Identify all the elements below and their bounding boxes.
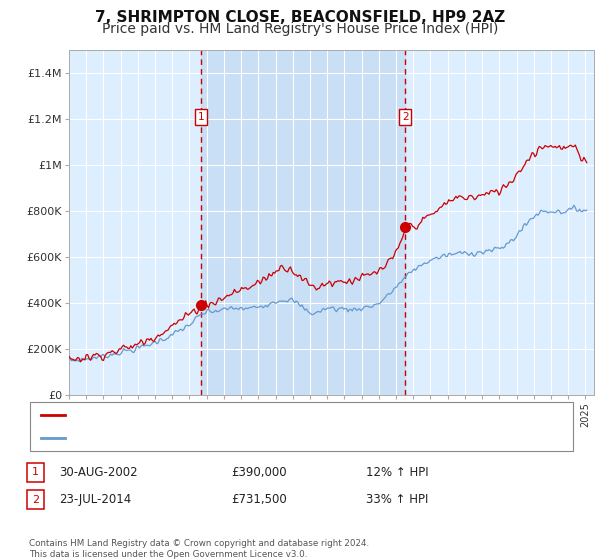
Text: 33% ↑ HPI: 33% ↑ HPI bbox=[366, 493, 428, 506]
Text: HPI: Average price, detached house, Buckinghamshire: HPI: Average price, detached house, Buck… bbox=[69, 433, 366, 443]
Text: Contains HM Land Registry data © Crown copyright and database right 2024.
This d: Contains HM Land Registry data © Crown c… bbox=[29, 539, 369, 559]
Text: 2: 2 bbox=[402, 112, 409, 122]
Text: 30-AUG-2002: 30-AUG-2002 bbox=[59, 465, 137, 479]
Text: 1: 1 bbox=[197, 112, 204, 122]
Text: 23-JUL-2014: 23-JUL-2014 bbox=[59, 493, 131, 506]
Text: £731,500: £731,500 bbox=[231, 493, 287, 506]
Bar bbox=[201, 50, 406, 395]
Text: 1: 1 bbox=[32, 467, 39, 477]
Text: 2: 2 bbox=[32, 494, 39, 505]
Text: 7, SHRIMPTON CLOSE, BEACONSFIELD, HP9 2AZ: 7, SHRIMPTON CLOSE, BEACONSFIELD, HP9 2A… bbox=[95, 10, 505, 25]
Text: 7, SHRIMPTON CLOSE, BEACONSFIELD, HP9 2AZ (detached house): 7, SHRIMPTON CLOSE, BEACONSFIELD, HP9 2A… bbox=[69, 410, 433, 421]
Text: £390,000: £390,000 bbox=[231, 465, 287, 479]
Text: 12% ↑ HPI: 12% ↑ HPI bbox=[366, 465, 428, 479]
Text: Price paid vs. HM Land Registry's House Price Index (HPI): Price paid vs. HM Land Registry's House … bbox=[102, 22, 498, 36]
